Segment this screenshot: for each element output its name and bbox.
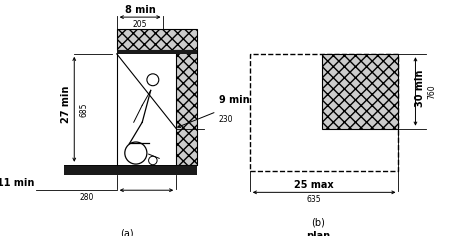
Text: 230: 230: [219, 115, 233, 124]
Text: 11 min: 11 min: [0, 178, 34, 188]
Bar: [117, 29, 198, 50]
Text: 8 min: 8 min: [125, 4, 155, 15]
Text: (b): (b): [311, 218, 325, 228]
Bar: [117, 50, 198, 54]
Text: (a): (a): [120, 228, 134, 236]
Text: 635: 635: [306, 195, 321, 204]
Text: plan: plan: [306, 231, 330, 236]
Text: 280: 280: [80, 193, 94, 202]
Text: 760: 760: [427, 84, 436, 99]
Text: 685: 685: [79, 102, 88, 117]
Bar: [322, 54, 398, 129]
Bar: [64, 165, 198, 175]
Text: 205: 205: [133, 20, 147, 29]
Text: 25 max: 25 max: [294, 180, 333, 190]
Text: 30 min: 30 min: [415, 70, 426, 107]
Bar: [176, 50, 198, 165]
Bar: [250, 54, 398, 171]
Text: 27 min: 27 min: [61, 85, 71, 123]
Text: 9 min: 9 min: [219, 95, 249, 105]
